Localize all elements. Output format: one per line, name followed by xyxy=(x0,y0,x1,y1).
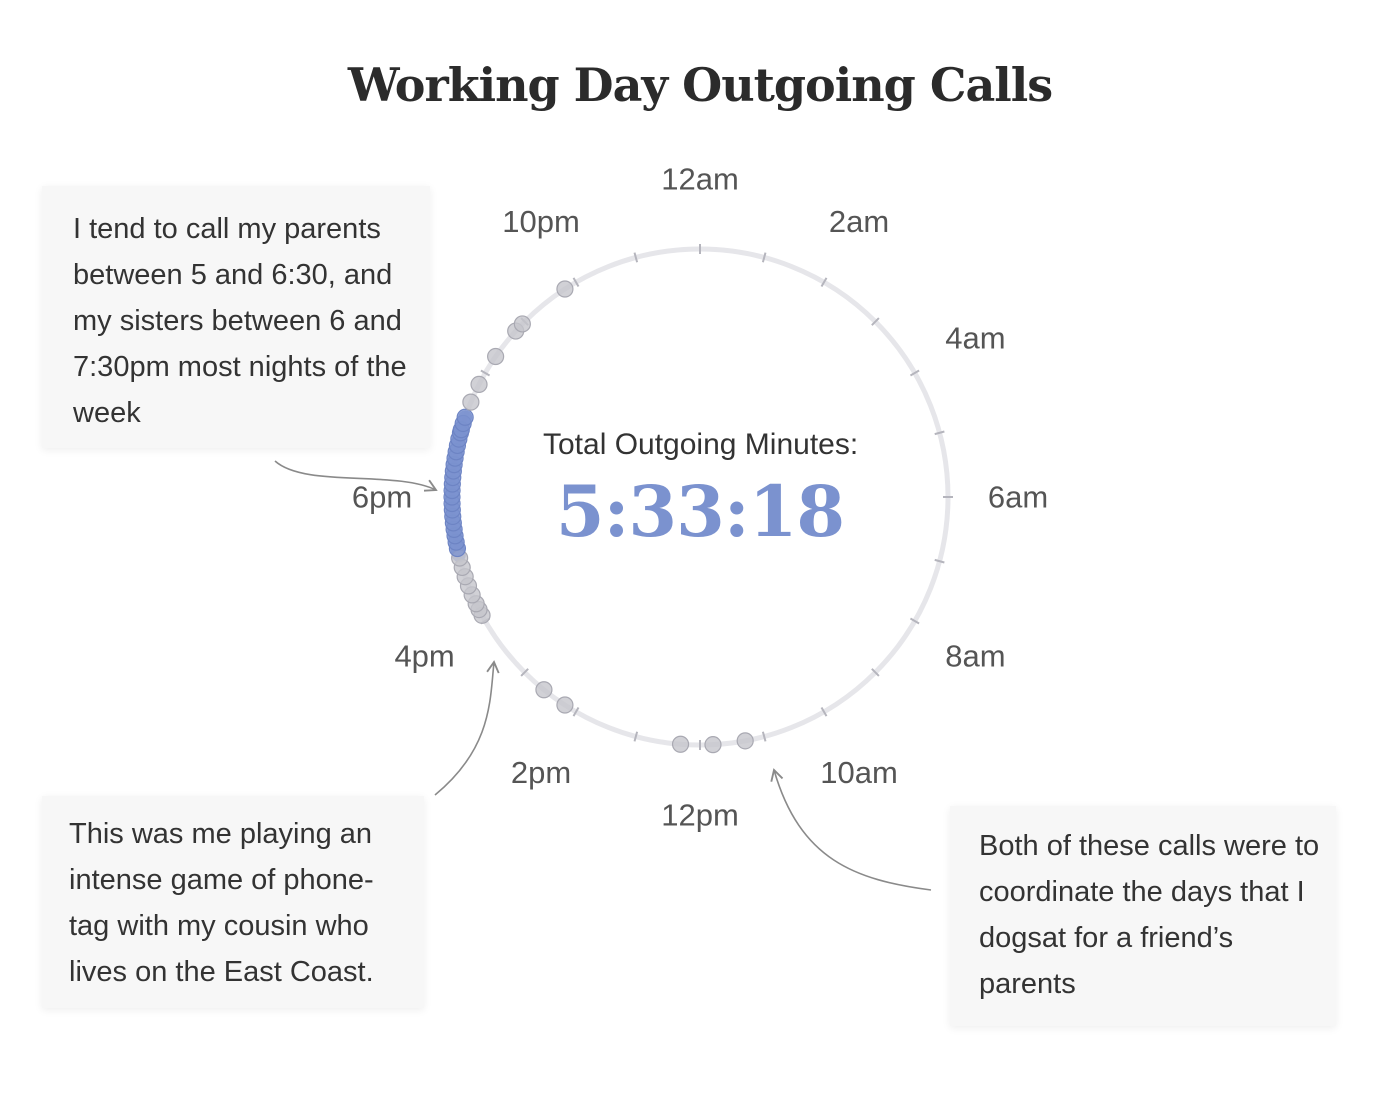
annotation-dogsat: Both of these calls were to coordinate t… xyxy=(950,806,1336,1026)
hour-tick xyxy=(871,317,880,326)
hour-tick xyxy=(820,706,828,717)
total-minutes-value: 5:33:18 xyxy=(555,470,845,553)
call-dot xyxy=(513,315,531,333)
annotation-cousin: This was me playing an intense game of p… xyxy=(42,796,424,1008)
hour-tick xyxy=(520,668,529,677)
hour-tick xyxy=(820,277,828,288)
hour-tick xyxy=(572,277,580,288)
call-dot xyxy=(462,393,480,411)
call-dot xyxy=(704,736,722,754)
hour-label: 10pm xyxy=(502,204,580,239)
call-dot xyxy=(470,375,488,394)
hour-tick xyxy=(934,430,945,436)
hour-label: 12am xyxy=(661,162,739,197)
hour-tick xyxy=(633,252,639,263)
hour-label: 2pm xyxy=(511,755,571,790)
hour-tick xyxy=(934,558,945,564)
hour-tick xyxy=(761,731,767,742)
call-dot xyxy=(671,735,690,753)
call-dot xyxy=(487,347,505,366)
call-dot xyxy=(456,408,474,426)
hour-label: 6am xyxy=(988,480,1048,515)
hour-tick xyxy=(480,369,491,377)
annotation-dogsat-text: Both of these calls were to coordinate t… xyxy=(979,830,1320,1000)
arrow-dogsat xyxy=(770,768,932,891)
annotation-parents: I tend to call my parents between 5 and … xyxy=(42,186,430,448)
call-dot xyxy=(535,681,553,699)
hour-label: 12pm xyxy=(661,798,739,833)
hour-labels: 12am 2am 4am 6am 8am 10am 12pm 2pm 4pm 6pm 10pm xyxy=(352,162,1048,833)
hour-label: 4pm xyxy=(394,639,454,674)
hour-label: 8am xyxy=(945,639,1005,674)
hour-tick xyxy=(761,252,767,263)
hour-label: 6pm xyxy=(352,480,412,515)
page-title: Working Day Outgoing Calls xyxy=(347,58,1053,112)
annotation-parents-text: I tend to call my parents between 5 and … xyxy=(73,213,407,429)
hour-label: 10am xyxy=(820,755,898,790)
hour-tick xyxy=(871,668,880,677)
hour-tick xyxy=(572,706,580,717)
call-dot xyxy=(556,696,574,714)
hour-tick xyxy=(909,369,920,377)
call-dot xyxy=(736,732,754,750)
call-dot xyxy=(556,280,574,298)
hour-label: 2am xyxy=(829,204,889,239)
total-minutes-label: Total Outgoing Minutes: xyxy=(543,428,859,461)
hour-tick xyxy=(633,731,639,742)
hour-tick xyxy=(909,617,920,625)
call-dots xyxy=(443,280,754,754)
arrow-parents xyxy=(274,460,438,492)
arrow-cousin xyxy=(434,660,500,796)
hour-label: 4am xyxy=(945,321,1005,356)
annotation-cousin-text: This was me playing an intense game of p… xyxy=(69,818,374,988)
